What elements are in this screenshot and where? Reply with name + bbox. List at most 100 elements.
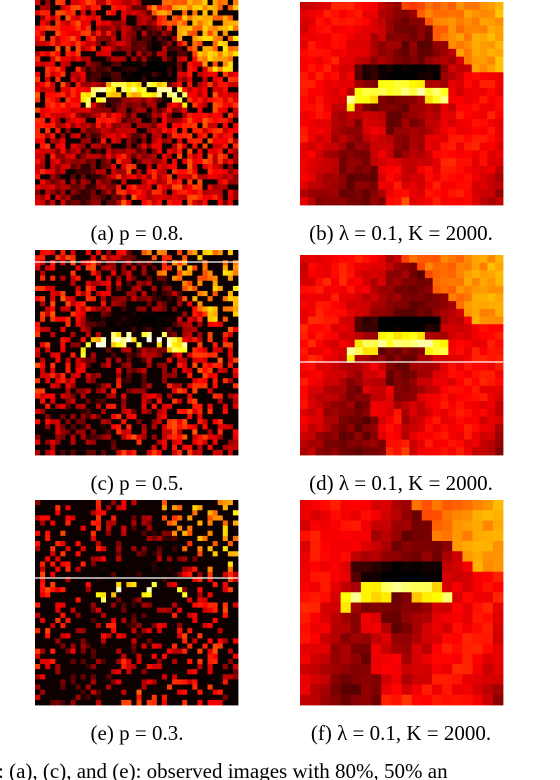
pixel [90, 296, 97, 302]
pixel [35, 352, 41, 359]
pixel [161, 46, 168, 52]
pixel [156, 296, 163, 302]
pixel [95, 0, 102, 6]
pixel [161, 107, 168, 114]
pixel [116, 25, 122, 32]
pixel [131, 398, 137, 405]
pixel [182, 424, 188, 430]
pixel [401, 126, 410, 136]
pixel [424, 308, 434, 317]
pixel [370, 64, 379, 73]
pixel [346, 33, 356, 42]
pixel [65, 653, 71, 660]
pixel [70, 301, 77, 307]
pixel [346, 278, 356, 287]
pixel [432, 378, 441, 387]
pixel [116, 117, 122, 124]
pixel [182, 414, 188, 420]
pixel [156, 398, 163, 405]
pixel [202, 61, 208, 68]
pixel [136, 321, 142, 328]
pixel [409, 424, 418, 433]
pixel [70, 250, 77, 256]
pixel [136, 174, 142, 180]
pixel [85, 373, 92, 379]
pixel [385, 293, 395, 302]
pixel [146, 311, 153, 318]
pixel [232, 352, 239, 359]
pixel [339, 401, 348, 410]
pixel [432, 262, 441, 271]
caption: (a) p = 0.8. [91, 221, 184, 245]
pixel [40, 250, 46, 256]
pixel [409, 150, 418, 159]
pixel [202, 46, 208, 52]
pixel [35, 179, 41, 185]
pixel [192, 388, 198, 394]
pixel [339, 33, 348, 42]
pixel [95, 434, 102, 441]
pixel [232, 388, 239, 394]
pixel [131, 35, 137, 42]
pixel [50, 694, 56, 701]
pixel [45, 342, 51, 348]
pixel [182, 393, 188, 400]
pixel [393, 324, 402, 333]
pixel [161, 123, 168, 129]
pixel [401, 316, 410, 325]
pixel [65, 133, 71, 139]
pixel [40, 301, 46, 307]
pixel [177, 285, 183, 292]
pixel [161, 10, 168, 16]
pixel [116, 444, 122, 451]
pixel [456, 408, 465, 417]
pixel [156, 265, 163, 271]
pixel [60, 25, 66, 32]
pixel [100, 414, 107, 420]
pixel [106, 444, 112, 451]
pixel [136, 265, 142, 271]
pixel [106, 347, 112, 353]
pixel [60, 270, 66, 277]
pixel [85, 648, 92, 655]
pixel [45, 123, 51, 129]
pixel [85, 597, 92, 603]
pixel [136, 30, 142, 37]
pixel [424, 2, 434, 11]
pixel [126, 285, 132, 292]
pixel [177, 373, 183, 379]
pixel [65, 674, 71, 680]
pixel [177, 128, 183, 134]
pixel [177, 0, 183, 6]
pixel [40, 535, 46, 542]
pixel [192, 148, 198, 155]
pixel [65, 648, 71, 655]
pixel [177, 449, 183, 456]
pixel [456, 347, 465, 356]
pixel [182, 128, 188, 134]
pixel [146, 82, 153, 88]
pixel [50, 285, 56, 292]
pixel [370, 56, 379, 65]
pixel [417, 41, 426, 50]
pixel [187, 61, 193, 68]
pixel [146, 260, 153, 266]
pixel [362, 401, 371, 410]
pixel [182, 164, 188, 170]
pixel [232, 164, 239, 170]
pixel [232, 51, 239, 57]
pixel [362, 126, 371, 136]
pixel [85, 525, 92, 532]
pixel [60, 179, 66, 185]
pixel [182, 97, 188, 103]
pixel [151, 35, 158, 42]
pixel [136, 444, 142, 451]
pixel [232, 383, 239, 389]
pixel [65, 576, 71, 583]
pixel [479, 119, 488, 128]
pixel [111, 133, 117, 139]
pixel [227, 296, 234, 302]
pixel [161, 321, 168, 328]
pixel [339, 111, 348, 120]
pixel [471, 126, 480, 136]
